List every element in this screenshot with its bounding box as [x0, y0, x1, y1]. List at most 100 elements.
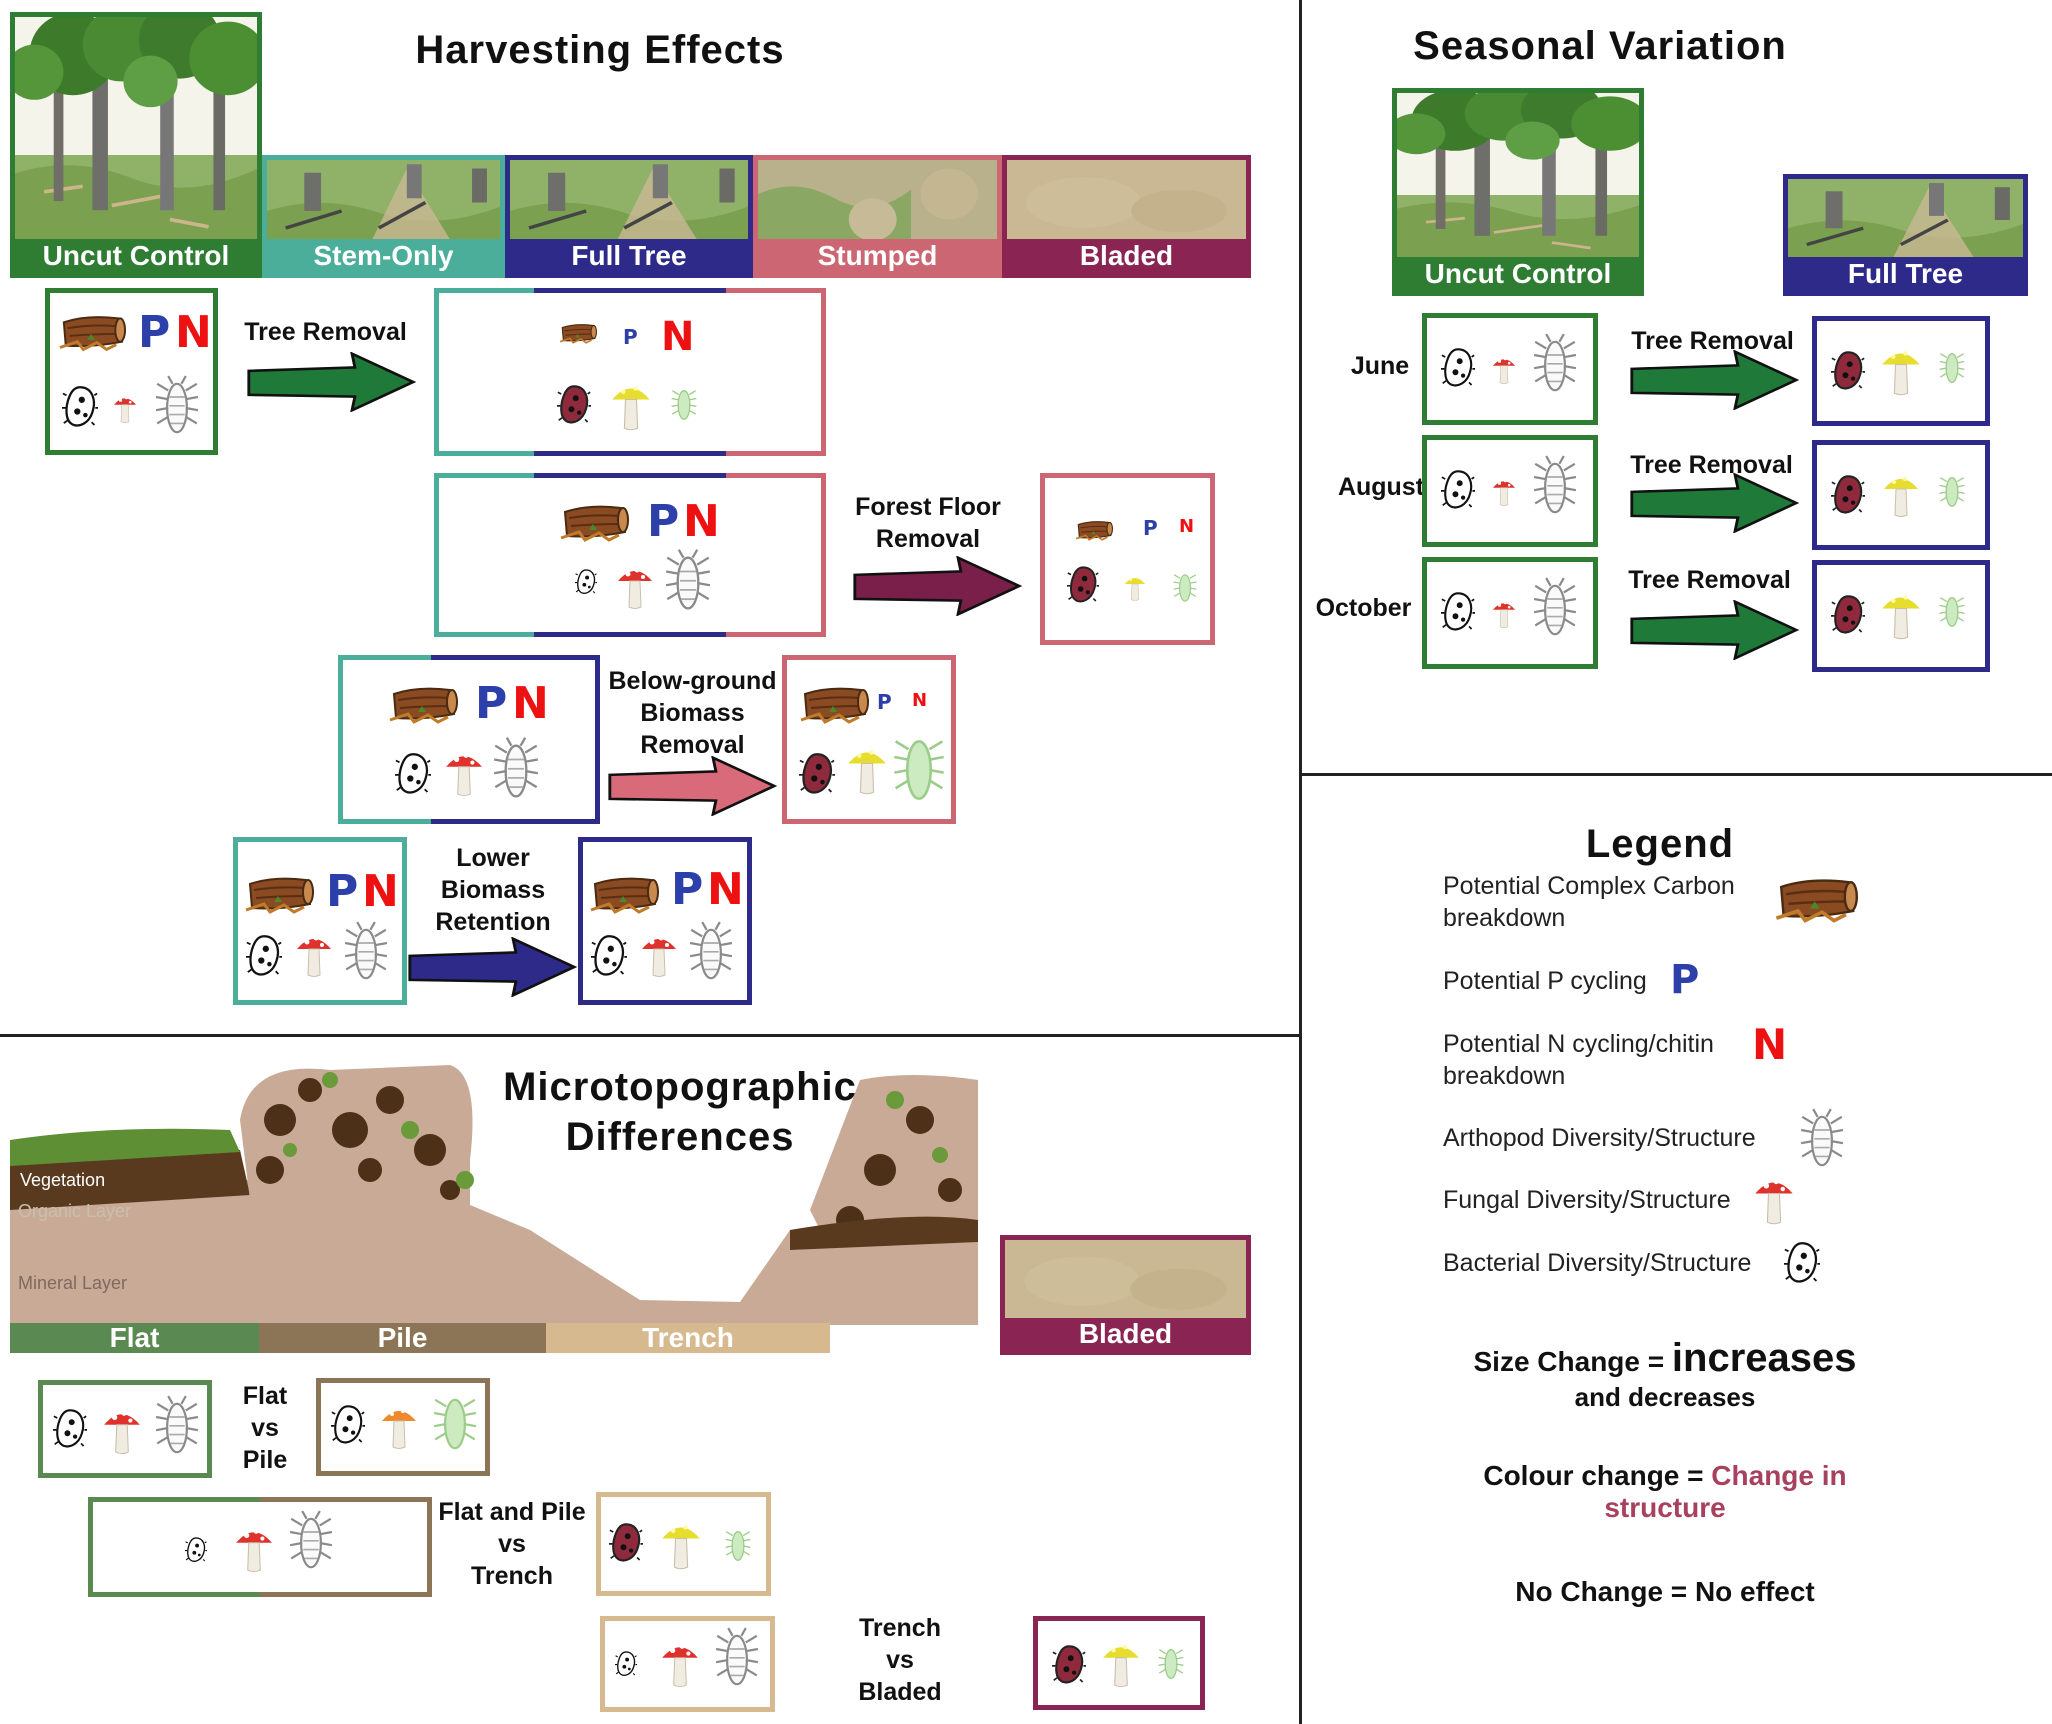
lower-retention-source-box: P N — [233, 837, 407, 1005]
legend-carbon-line1: Potential Complex Carbon — [1443, 872, 1735, 900]
forest-floor-label: Forest Floor Removal — [848, 491, 1008, 555]
legend-carbon-line2: breakdown — [1443, 904, 1566, 932]
below-ground-line1: Below-ground — [608, 667, 777, 695]
bar-trench: Trench — [546, 1323, 830, 1353]
legend-colour-change: Colour change = Change in structure — [1420, 1460, 1910, 1524]
cmp2-line3: Trench — [471, 1562, 553, 1590]
lower-retention-line1: Lower — [456, 844, 530, 872]
bacteria-icon — [799, 748, 835, 800]
lower-retention-label: Lower Biomass Retention — [413, 842, 573, 938]
arthropod-icon — [893, 730, 945, 810]
forest-image — [15, 17, 257, 247]
log-icon — [1774, 872, 1858, 926]
flat-pile-box — [88, 1497, 432, 1597]
scene-label-uncut: Uncut Control — [15, 239, 257, 273]
seasonal-label-full: Full Tree — [1788, 257, 2023, 291]
n-letter: N — [512, 678, 549, 729]
n-letter: N — [683, 496, 720, 547]
bacteria-icon — [331, 1399, 365, 1451]
bacteria-icon — [1067, 560, 1099, 610]
bacteria-icon — [1052, 1639, 1086, 1691]
p-letter: P — [475, 678, 508, 729]
seasonal-scene-full-tree: Full Tree — [1783, 174, 2028, 296]
p-letter: P — [326, 866, 359, 917]
mushroom-icon — [639, 926, 679, 982]
mushroom-icon — [101, 1403, 143, 1457]
arthropod-icon — [155, 375, 199, 441]
mushroom-icon — [1879, 341, 1923, 399]
arthropod-icon — [1533, 332, 1577, 400]
flat-box — [38, 1380, 212, 1478]
mushroom-icon — [845, 740, 889, 798]
legend-n-letter: N — [1752, 1020, 1788, 1069]
mushroom-icon — [233, 1520, 275, 1576]
scene-label-bladed: Bladed — [1007, 239, 1246, 273]
legend-size-change: Size Change = increases and decreases — [1420, 1336, 1910, 1413]
scene-uncut-control: Uncut Control — [10, 12, 262, 278]
october-control-box — [1422, 557, 1598, 669]
below-ground-line3: Removal — [640, 731, 745, 759]
arthropod-icon — [689, 920, 733, 988]
log-icon — [388, 682, 458, 726]
bacteria-icon — [1831, 469, 1865, 521]
log-icon — [58, 311, 126, 353]
seasonal-title: Seasonal Variation — [1413, 24, 1787, 68]
lower-retention-line3: Retention — [435, 908, 551, 936]
legend-title: Legend — [1585, 822, 1735, 866]
october-arrow-label: Tree Removal — [1628, 566, 1791, 594]
forest-floor-result-box: P N — [1040, 473, 1215, 645]
cmp3-line1: Trench — [859, 1614, 941, 1642]
arrow-august — [1628, 473, 1800, 533]
cut-image — [267, 160, 500, 245]
arthropod-icon — [1939, 591, 1965, 633]
mushroom-icon — [1491, 596, 1517, 630]
pile-box — [316, 1378, 490, 1476]
lower-retention-line2: Biomass — [440, 876, 546, 904]
p-letter: P — [877, 690, 892, 714]
bacteria-icon — [395, 748, 431, 800]
p-letter: P — [1143, 516, 1158, 540]
bacteria-icon — [1831, 345, 1865, 397]
bacteria-icon — [591, 930, 627, 982]
mineral-layer-label: Mineral Layer — [18, 1273, 128, 1293]
mushroom-icon — [609, 377, 653, 433]
mushroom-icon — [112, 391, 138, 425]
mushroom-icon — [294, 926, 334, 982]
arrow-below-ground — [606, 756, 778, 816]
forest-image — [1397, 93, 1639, 263]
below-ground-result-box: P N — [782, 655, 956, 824]
colour-change-structure: structure — [1604, 1492, 1726, 1523]
legend-no-change: No Change = No effect — [1515, 1576, 1815, 1607]
cmp1-line2: vs — [251, 1414, 279, 1442]
month-august: August — [1337, 473, 1425, 501]
bacteria-icon — [62, 381, 98, 433]
cmp1-line3: Pile — [242, 1446, 288, 1474]
harvesting-title: Harvesting Effects — [415, 28, 785, 72]
scene-bladed: Bladed — [1002, 155, 1251, 278]
mushroom-icon — [443, 744, 485, 800]
uncut-box: P N — [45, 288, 218, 455]
arthropod-icon — [344, 920, 388, 988]
log-icon — [559, 321, 597, 345]
mushroom-icon — [1100, 1635, 1142, 1691]
bacteria-icon — [1441, 342, 1475, 394]
size-change-decreases: and decreases — [1574, 1382, 1756, 1412]
divider-harvest-micro — [0, 1034, 1300, 1037]
legend-p: Potential P cycling — [1443, 967, 1647, 995]
bar-flat: Flat — [10, 1323, 259, 1353]
legend-bacterial: Bacterial Diversity/Structure — [1443, 1249, 1752, 1277]
bladed-box — [1033, 1616, 1205, 1710]
legend-arthropod: Arthopod Diversity/Structure — [1443, 1124, 1756, 1152]
bacteria-icon — [1784, 1236, 1820, 1290]
mushroom-icon — [1881, 467, 1921, 521]
arthropod-icon — [289, 1508, 333, 1578]
below-ground-source-box: P N — [338, 655, 600, 824]
arrow-june — [1628, 350, 1800, 410]
log-icon — [589, 872, 659, 916]
arrow-october — [1628, 600, 1800, 660]
june-treatment-box — [1812, 316, 1990, 426]
lower-retention-result-box: P N — [578, 837, 752, 1005]
mushroom-icon — [615, 558, 655, 614]
bacteria-icon — [615, 1647, 637, 1681]
mushroom-icon — [1491, 352, 1517, 386]
